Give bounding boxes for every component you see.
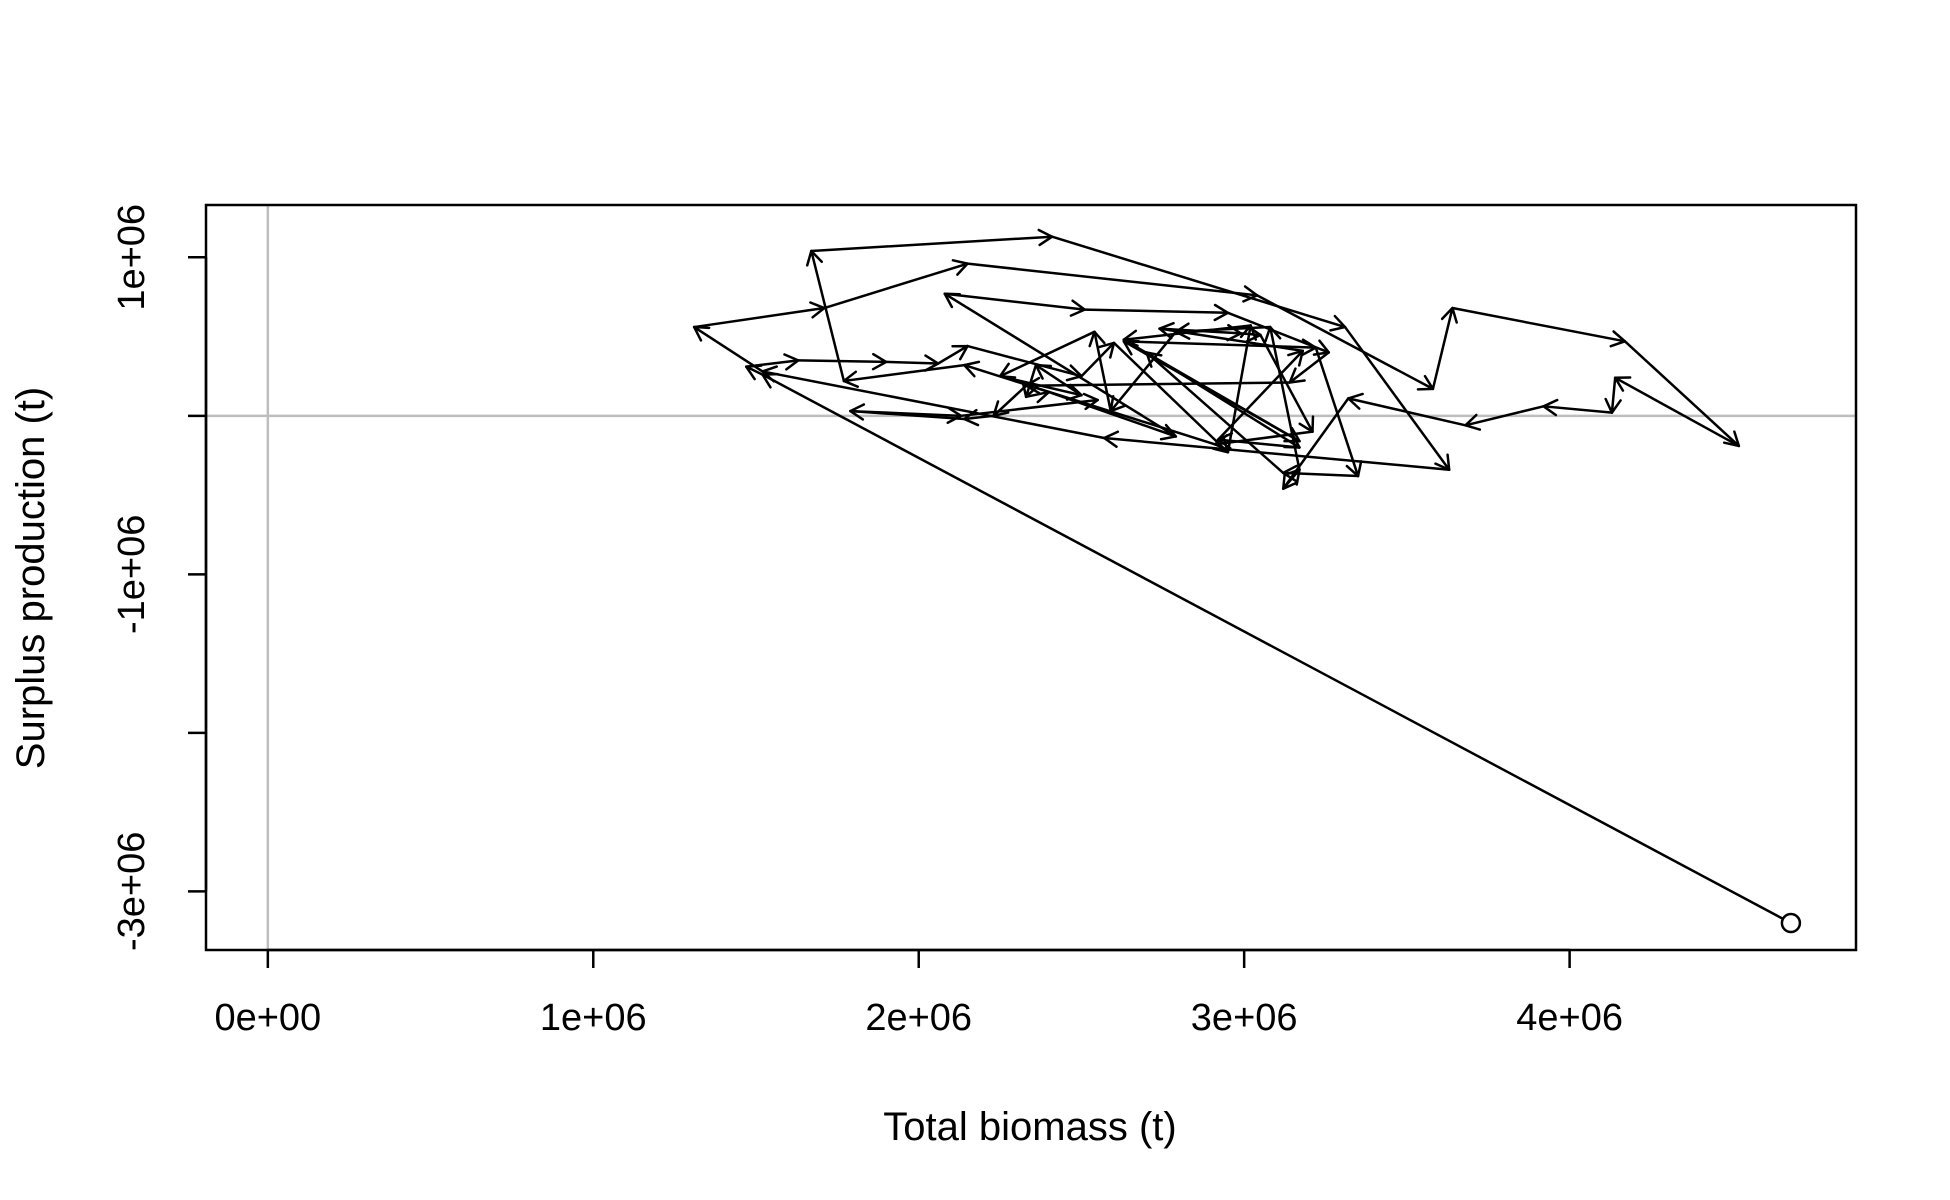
trajectory-segment bbox=[998, 330, 1096, 378]
trajectory-series bbox=[692, 228, 1802, 934]
trajectory-segment bbox=[1268, 325, 1301, 471]
trajectory-segment bbox=[1216, 349, 1304, 441]
trajectory-segment bbox=[1024, 390, 1051, 399]
trajectory-segment bbox=[936, 344, 969, 365]
trajectory-segment bbox=[1451, 306, 1627, 343]
trajectory-segment bbox=[744, 365, 764, 376]
start-point-marker bbox=[1780, 912, 1802, 934]
trajectory-segment bbox=[1281, 468, 1301, 490]
trajectory-segment bbox=[797, 359, 888, 364]
trajectory-segment bbox=[1047, 390, 1178, 438]
trajectory-segment bbox=[1145, 351, 1301, 449]
trajectory-arrowhead bbox=[692, 325, 711, 342]
trajectory-segment bbox=[692, 306, 826, 329]
trajectory-segment bbox=[1347, 397, 1467, 427]
trajectory-segment bbox=[1613, 376, 1741, 448]
y-tick-label: -1e+06 bbox=[111, 515, 153, 634]
trajectory-segment bbox=[761, 373, 1793, 925]
trajectory-segment bbox=[1109, 330, 1178, 413]
x-axis: 0e+00 1e+06 2e+06 3e+06 4e+06 bbox=[214, 948, 1623, 1039]
trajectory-segment bbox=[1610, 376, 1617, 414]
trajectory-segment bbox=[1239, 332, 1262, 337]
trajectory-segment bbox=[1034, 363, 1083, 397]
trajectory-segment bbox=[943, 292, 1086, 311]
trajectory-segment bbox=[1314, 346, 1360, 478]
trajectory-segment bbox=[1281, 397, 1350, 490]
trajectory-segment bbox=[842, 363, 966, 383]
trajectory-segment bbox=[1213, 430, 1314, 446]
trajectory-segment bbox=[1050, 235, 1347, 329]
trajectory-segment bbox=[966, 262, 1259, 297]
trajectory-segment bbox=[1093, 330, 1112, 413]
x-tick-label: 4e+06 bbox=[1516, 997, 1623, 1039]
trajectory-segment bbox=[810, 235, 1054, 253]
trajectory-segment bbox=[1226, 311, 1331, 354]
y-axis: -3e+06 -1e+06 1e+06 bbox=[111, 204, 208, 951]
x-tick-label: 2e+06 bbox=[865, 997, 972, 1039]
y-axis-label: Surplus production (t) bbox=[9, 387, 53, 769]
reference-lines bbox=[206, 205, 1856, 950]
trajectory-segment bbox=[1145, 351, 1285, 475]
trajectory-segment bbox=[1083, 308, 1230, 315]
trajectory-arrowhead bbox=[1082, 392, 1099, 411]
x-tick-label: 0e+00 bbox=[214, 997, 321, 1039]
trajectory-segment bbox=[823, 262, 969, 310]
x-tick-label: 1e+06 bbox=[540, 997, 647, 1039]
trajectory-segment bbox=[1024, 363, 1038, 399]
trajectory-segment bbox=[966, 344, 1083, 378]
x-axis-label: Total biomass (t) bbox=[883, 1105, 1176, 1149]
trajectory-segment bbox=[1542, 405, 1614, 414]
trajectory-segment bbox=[1431, 306, 1454, 391]
trajectory-segment bbox=[1174, 325, 1272, 334]
x-tick-label: 3e+06 bbox=[1191, 997, 1298, 1039]
trajectory-segment bbox=[963, 414, 995, 421]
trajectory-segment bbox=[1080, 341, 1116, 378]
trajectory-segment bbox=[959, 398, 1099, 418]
trajectory-segment bbox=[1024, 381, 1291, 387]
trajectory-segment bbox=[943, 292, 1178, 438]
trajectory-segment bbox=[1255, 294, 1435, 391]
trajectory-segment bbox=[1288, 351, 1331, 384]
trajectory-segment bbox=[1343, 325, 1451, 471]
y-tick-label: -3e+06 bbox=[111, 832, 153, 951]
trajectory-segment bbox=[1102, 436, 1451, 471]
trajectory-segment bbox=[1464, 405, 1545, 427]
plot-frame bbox=[204, 203, 1858, 952]
trajectory-segment bbox=[884, 360, 940, 365]
trajectory-segment bbox=[761, 370, 1106, 440]
y-tick-label: 1e+06 bbox=[111, 204, 153, 311]
trajectory-segment bbox=[1122, 340, 1318, 349]
trajectory-segment bbox=[849, 409, 963, 418]
trajectory-segment bbox=[1112, 341, 1230, 454]
trajectory-segment bbox=[810, 249, 846, 383]
trajectory-segment bbox=[1623, 340, 1741, 448]
trajectory-segment bbox=[692, 325, 764, 373]
